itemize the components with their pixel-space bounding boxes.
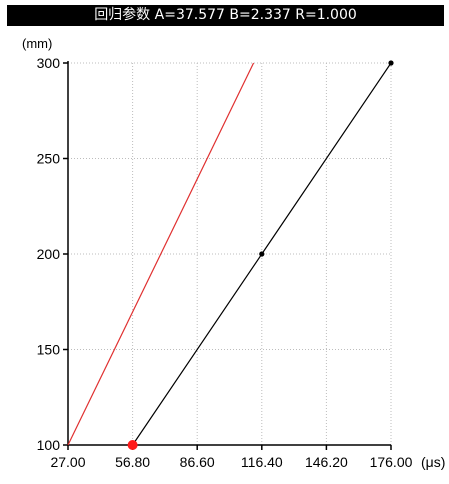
y-tick-label: 250 (37, 151, 61, 167)
y-tick-label: 100 (37, 437, 61, 453)
x-tick-label: 86.60 (180, 454, 215, 470)
x-tick-label: 176.00 (370, 454, 413, 470)
y-tick-label: 300 (37, 55, 61, 71)
x-tick-label: 146.20 (305, 454, 348, 470)
data-point (388, 60, 394, 66)
x-tick-label: 56.80 (115, 454, 150, 470)
chart-title: 回归参数 A=37.577 B=2.337 R=1.000 (7, 5, 444, 26)
highlight-point (127, 440, 138, 450)
regression-line (67, 62, 255, 446)
y-tick-label: 150 (37, 342, 61, 358)
x-tick-label: 116.40 (241, 454, 283, 470)
y-axis-unit-label: (mm) (22, 36, 53, 51)
y-tick-label: 200 (37, 246, 61, 262)
data-point (259, 251, 265, 257)
x-tick-label: 27.00 (50, 454, 85, 470)
x-axis-unit-label: (μs) (421, 454, 445, 470)
